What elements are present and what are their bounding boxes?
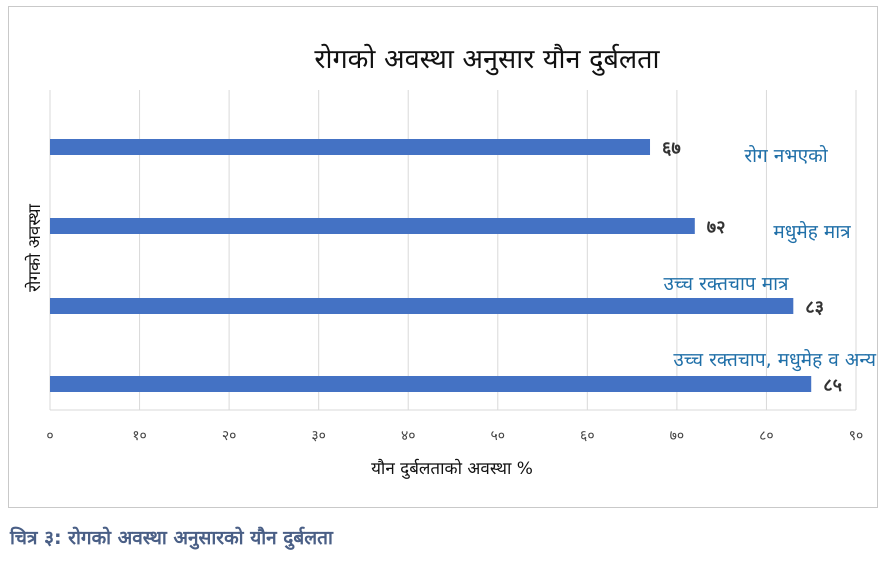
value-label: ७२ bbox=[707, 217, 726, 238]
x-tick-label: ९० bbox=[849, 428, 864, 444]
category-label: उच्च रक्तचाप मात्र bbox=[663, 273, 789, 295]
x-tick-label: ५० bbox=[490, 428, 505, 444]
bar bbox=[50, 376, 812, 392]
x-tick-label: ६० bbox=[580, 428, 595, 444]
category-label: उच्च रक्तचाप, मधुमेह व अन्य bbox=[673, 348, 877, 372]
value-label: ६७ bbox=[662, 138, 681, 159]
x-tick-label: ८० bbox=[759, 428, 774, 444]
x-axis-label: यौन दुर्बलताको अवस्था % bbox=[371, 458, 533, 479]
bar bbox=[50, 139, 651, 155]
chart-frame bbox=[8, 6, 878, 508]
category-label: रोग नभएको bbox=[744, 144, 828, 167]
value-label: ८३ bbox=[805, 297, 824, 318]
figure-caption: चित्र ३: रोगको अवस्था अनुसारको यौन दुर्ब… bbox=[10, 527, 333, 549]
chart-title: रोगको अवस्था अनुसार यौन दुर्बलता bbox=[314, 43, 660, 76]
y-axis-label: रोगको अवस्था bbox=[24, 204, 45, 292]
value-label: ८५ bbox=[823, 375, 842, 396]
x-tick-label: ७० bbox=[670, 428, 685, 444]
bar bbox=[50, 298, 794, 314]
x-tick-label: ४० bbox=[401, 428, 416, 444]
bar-chart: ० १० २० ३० ४० ५० ६० ७० ८० ९० रोगको अवस्था अनुसार य… bbox=[24, 43, 877, 479]
category-label: मधुमेह मात्र bbox=[773, 220, 851, 244]
x-tick-label: २० bbox=[222, 428, 237, 444]
x-tick-label: १० bbox=[132, 428, 147, 444]
x-tick-label: ० bbox=[46, 428, 53, 444]
bar bbox=[50, 218, 695, 234]
x-tick-label: ३० bbox=[311, 428, 326, 444]
